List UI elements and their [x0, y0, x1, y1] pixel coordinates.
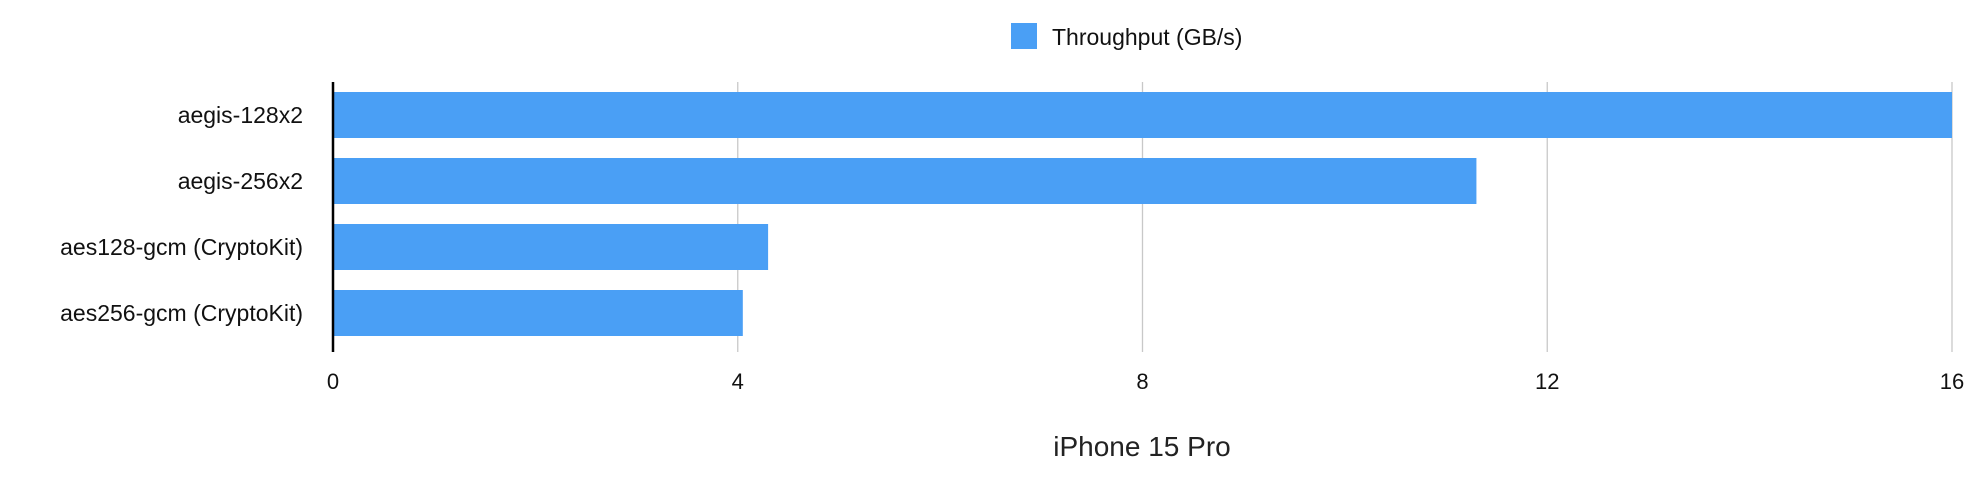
- bar: [333, 158, 1477, 204]
- bars: [333, 92, 1952, 336]
- x-axis-title: iPhone 15 Pro: [1053, 431, 1230, 462]
- x-tick-label: 16: [1940, 369, 1964, 394]
- bar: [333, 224, 769, 270]
- y-category-label: aes256-gcm (CryptoKit): [60, 300, 303, 326]
- bar: [333, 290, 743, 336]
- x-tick-label: 0: [327, 369, 339, 394]
- labels: 0 4 8 12 16 aegis-128x2 aegis-256x2 aes128-gcm …: [60, 102, 1964, 394]
- y-category-label: aes128-gcm (CryptoKit): [60, 234, 303, 260]
- legend-swatch: [1011, 23, 1037, 49]
- legend-label: Throughput (GB/s): [1052, 24, 1242, 50]
- x-tick-label: 12: [1535, 369, 1559, 394]
- x-tick-label: 4: [732, 369, 744, 394]
- legend: Throughput (GB/s): [1011, 23, 1242, 50]
- y-category-label: aegis-128x2: [178, 102, 303, 128]
- x-tick-label: 8: [1136, 369, 1148, 394]
- y-category-label: aegis-256x2: [178, 168, 303, 194]
- bar: [333, 92, 1952, 138]
